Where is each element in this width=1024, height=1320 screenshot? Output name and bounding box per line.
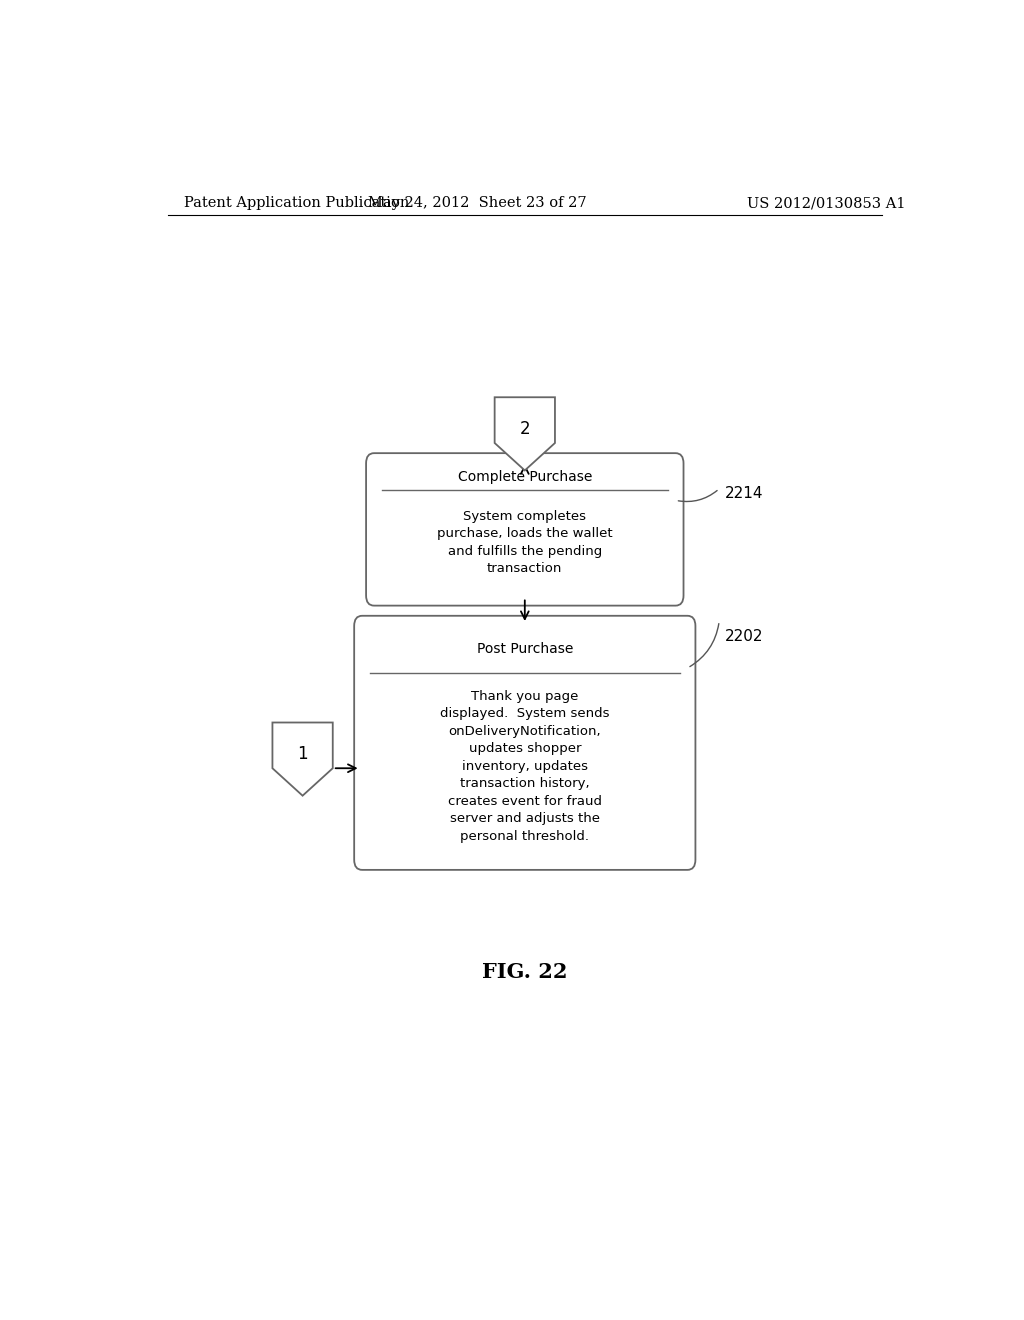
Text: 2: 2	[519, 420, 530, 438]
Text: System completes
purchase, loads the wallet
and fulfills the pending
transaction: System completes purchase, loads the wal…	[437, 510, 612, 576]
Polygon shape	[495, 397, 555, 470]
FancyBboxPatch shape	[367, 453, 684, 606]
Text: May 24, 2012  Sheet 23 of 27: May 24, 2012 Sheet 23 of 27	[368, 197, 587, 210]
Text: 2202: 2202	[725, 628, 763, 644]
Text: FIG. 22: FIG. 22	[482, 961, 567, 982]
Text: Thank you page
displayed.  System sends
onDeliveryNotification,
updates shopper
: Thank you page displayed. System sends o…	[440, 690, 609, 842]
Text: 2214: 2214	[725, 486, 763, 502]
Polygon shape	[272, 722, 333, 796]
Text: Complete Purchase: Complete Purchase	[458, 470, 592, 483]
Text: US 2012/0130853 A1: US 2012/0130853 A1	[748, 197, 905, 210]
FancyBboxPatch shape	[354, 615, 695, 870]
Text: Patent Application Publication: Patent Application Publication	[183, 197, 409, 210]
Text: Post Purchase: Post Purchase	[476, 643, 573, 656]
Text: 1: 1	[297, 744, 308, 763]
